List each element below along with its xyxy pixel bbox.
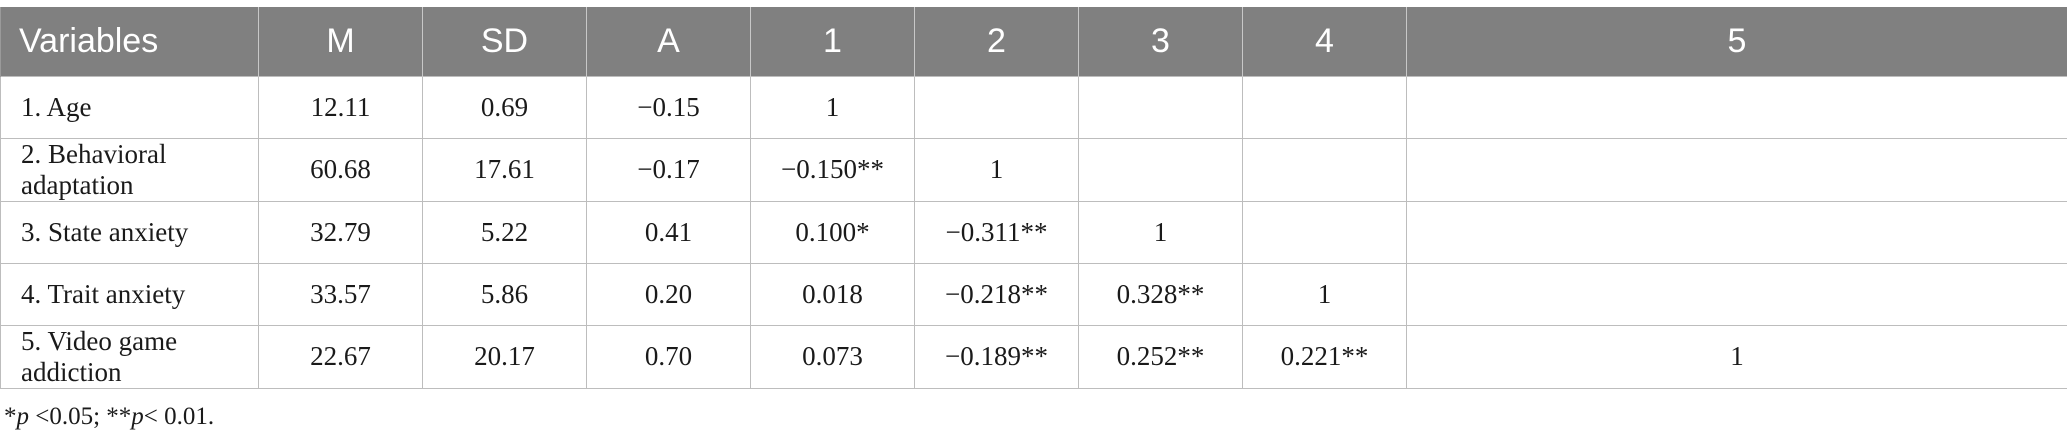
footnote-star-2: ** <box>106 403 132 430</box>
row-label: 5. Video game addiction <box>0 324 259 389</box>
cell-1: 0.073 <box>750 324 915 389</box>
cell-3 <box>1078 75 1243 139</box>
cell-2: −0.189** <box>914 324 1079 389</box>
table-footnote: *p <0.05; **p< 0.01. <box>4 403 214 431</box>
cell-2 <box>914 75 1079 139</box>
cell-m: 33.57 <box>258 262 423 326</box>
row-label: 3. State anxiety <box>0 200 259 264</box>
cell-m: 60.68 <box>258 137 423 202</box>
cell-2: −0.218** <box>914 262 1079 326</box>
cell-4: 0.221** <box>1242 324 1407 389</box>
cell-a: 0.70 <box>586 324 751 389</box>
cell-5: 1 <box>1406 324 2067 389</box>
cell-2: −0.311** <box>914 200 1079 264</box>
cell-3 <box>1078 137 1243 202</box>
cell-2: 1 <box>914 137 1079 202</box>
cell-sd: 20.17 <box>422 324 587 389</box>
table-row: 4. Trait anxiety 33.57 5.86 0.20 0.018 −… <box>0 262 2067 326</box>
row-label: 2. Behavioral adaptation <box>0 137 259 202</box>
cell-m: 32.79 <box>258 200 423 264</box>
cell-a: 0.20 <box>586 262 751 326</box>
cell-4 <box>1242 75 1407 139</box>
correlation-table-container: Variables M SD A 1 2 3 4 5 1. Age 12.11 … <box>0 7 2067 389</box>
header-3: 3 <box>1078 7 1243 76</box>
cell-sd: 5.22 <box>422 200 587 264</box>
cell-5 <box>1406 137 2067 202</box>
table-row: 2. Behavioral adaptation 60.68 17.61 −0.… <box>0 137 2067 202</box>
header-4: 4 <box>1242 7 1407 76</box>
footnote-threshold-1: <0.05; <box>29 403 107 430</box>
cell-sd: 17.61 <box>422 137 587 202</box>
cell-1: −0.150** <box>750 137 915 202</box>
table-row: 5. Video game addiction 22.67 20.17 0.70… <box>0 324 2067 389</box>
cell-1: 1 <box>750 75 915 139</box>
row-label: 4. Trait anxiety <box>0 262 259 326</box>
footnote-threshold-2: < 0.01. <box>143 403 215 430</box>
cell-m: 22.67 <box>258 324 423 389</box>
header-a: A <box>586 7 751 76</box>
cell-sd: 5.86 <box>422 262 587 326</box>
header-1: 1 <box>750 7 915 76</box>
footnote-p-1: p <box>16 403 30 430</box>
cell-a: −0.17 <box>586 137 751 202</box>
cell-m: 12.11 <box>258 75 423 139</box>
table-row: 3. State anxiety 32.79 5.22 0.41 0.100* … <box>0 200 2067 264</box>
correlation-table: Variables M SD A 1 2 3 4 5 1. Age 12.11 … <box>0 7 2067 389</box>
row-label: 1. Age <box>0 75 259 139</box>
cell-1: 0.018 <box>750 262 915 326</box>
cell-1: 0.100* <box>750 200 915 264</box>
cell-a: 0.41 <box>586 200 751 264</box>
header-2: 2 <box>914 7 1079 76</box>
footnote-star-1: * <box>4 403 17 430</box>
header-5: 5 <box>1406 7 2067 76</box>
cell-5 <box>1406 262 2067 326</box>
cell-4 <box>1242 137 1407 202</box>
footnote-p-2: p <box>131 403 144 430</box>
cell-4 <box>1242 200 1407 264</box>
cell-3: 0.252** <box>1078 324 1243 389</box>
table-row: 1. Age 12.11 0.69 −0.15 1 <box>0 75 2067 139</box>
cell-5 <box>1406 200 2067 264</box>
cell-sd: 0.69 <box>422 75 587 139</box>
cell-4: 1 <box>1242 262 1407 326</box>
cell-a: −0.15 <box>586 75 751 139</box>
cell-3: 1 <box>1078 200 1243 264</box>
header-m: M <box>258 7 423 76</box>
cell-3: 0.328** <box>1078 262 1243 326</box>
table-header-row: Variables M SD A 1 2 3 4 5 <box>0 7 2067 76</box>
header-variables: Variables <box>0 7 259 76</box>
cell-5 <box>1406 75 2067 139</box>
header-sd: SD <box>422 7 587 76</box>
